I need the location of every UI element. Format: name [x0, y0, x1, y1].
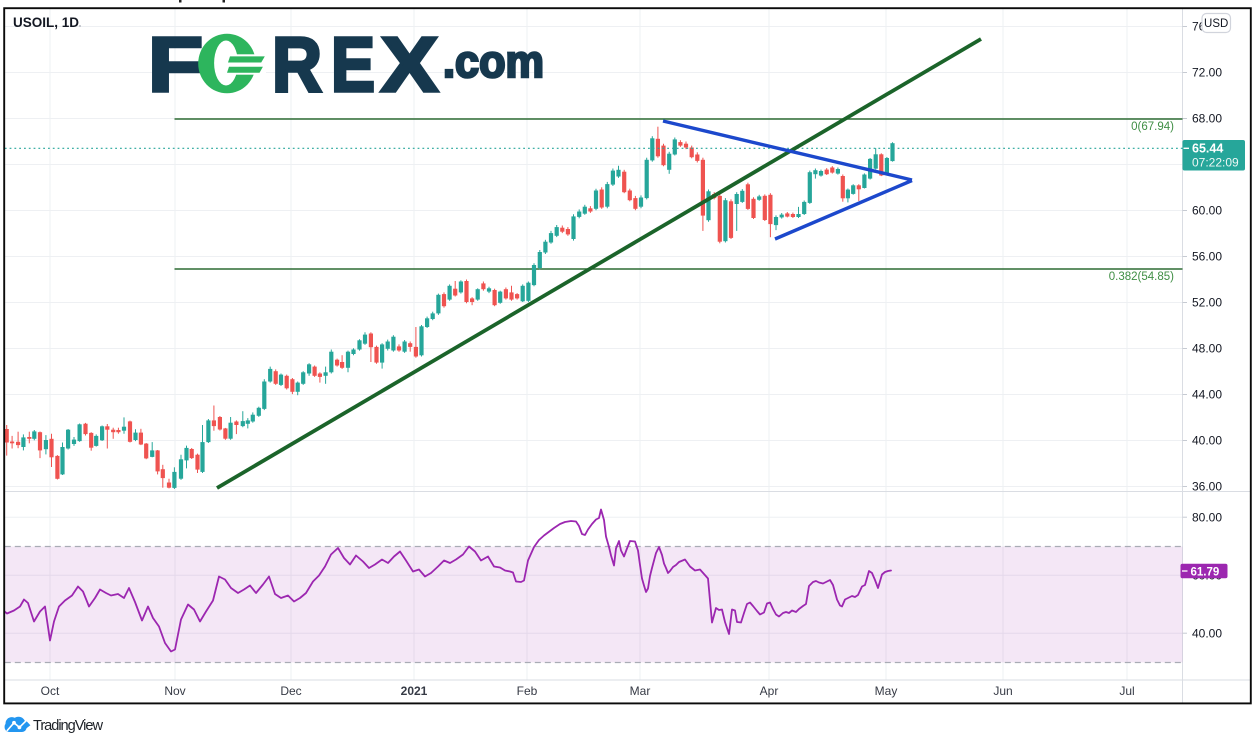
svg-text:E: E	[331, 22, 375, 108]
svg-text:F: F	[148, 22, 203, 108]
svg-text:USOIL, 1D: USOIL, 1D	[13, 15, 79, 30]
svg-text:.com: .com	[443, 36, 544, 87]
svg-text:0(67.94): 0(67.94)	[1131, 121, 1174, 133]
svg-text:48.00: 48.00	[1192, 342, 1222, 356]
svg-text:Dec: Dec	[280, 684, 301, 698]
svg-text:R: R	[272, 22, 322, 108]
svg-text:USD: USD	[1204, 18, 1228, 30]
svg-text:80.00: 80.00	[1192, 510, 1222, 524]
svg-text:40.00: 40.00	[1192, 626, 1222, 640]
svg-text:65.44: 65.44	[1192, 142, 1223, 156]
svg-text:Mar: Mar	[630, 684, 651, 698]
svg-text:2021: 2021	[401, 684, 428, 698]
svg-text:60.00: 60.00	[1192, 204, 1222, 218]
svg-text:52.00: 52.00	[1192, 296, 1222, 310]
svg-text:Oct: Oct	[41, 684, 60, 698]
svg-text:May: May	[875, 684, 898, 698]
svg-text:40.00: 40.00	[1192, 434, 1222, 448]
svg-text:72.00: 72.00	[1192, 66, 1222, 80]
svg-text:Jun: Jun	[993, 684, 1012, 698]
svg-text:61.79: 61.79	[1191, 567, 1220, 579]
svg-text:68.00: 68.00	[1192, 112, 1222, 126]
svg-text:Nov: Nov	[164, 684, 185, 698]
svg-text:Apr: Apr	[760, 684, 779, 698]
svg-text:TradingView: TradingView	[33, 718, 103, 734]
svg-text:0.382(54.85): 0.382(54.85)	[1109, 271, 1174, 283]
svg-text:Jul: Jul	[1119, 684, 1134, 698]
svg-text:36.00: 36.00	[1192, 480, 1222, 494]
svg-text:56.00: 56.00	[1192, 250, 1222, 264]
svg-text:X: X	[381, 22, 438, 108]
svg-text:07:22:09: 07:22:09	[1192, 156, 1239, 170]
svg-text:Feb: Feb	[517, 684, 538, 698]
svg-text:44.00: 44.00	[1192, 388, 1222, 402]
